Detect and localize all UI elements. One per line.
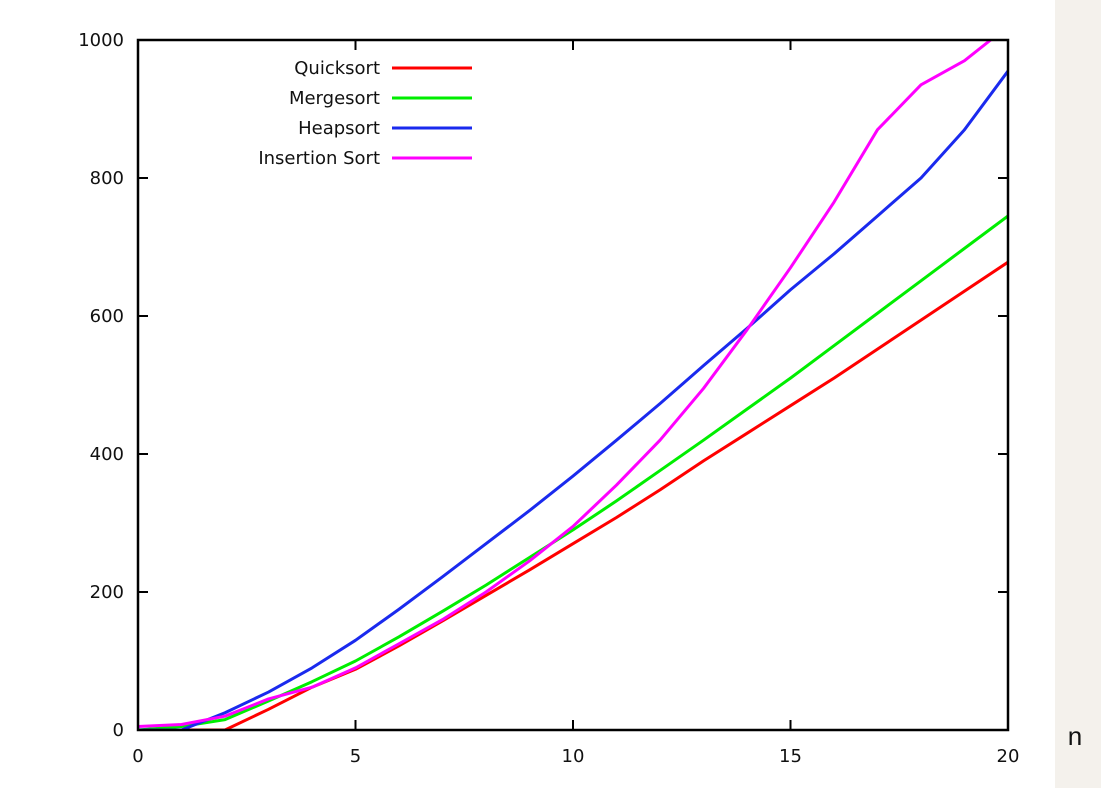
- x-tick-label: 5: [350, 746, 361, 767]
- legend-label: Mergesort: [289, 88, 380, 109]
- legend-label: Quicksort: [294, 58, 380, 79]
- series-line-insertion-sort: [138, 40, 993, 729]
- x-axis-label: n: [1068, 721, 1082, 751]
- y-tick-label: 400: [90, 444, 124, 465]
- y-tick-label: 1000: [78, 30, 124, 51]
- series-line-heapsort: [138, 69, 1008, 730]
- y-tick-label: 200: [90, 582, 124, 603]
- x-tick-label: 15: [779, 746, 802, 767]
- series-layer: [138, 40, 1008, 730]
- legend-label: Heapsort: [298, 118, 380, 139]
- x-tick-label: 20: [997, 746, 1020, 767]
- legend: Quicksort Mergesort Heapsort Insertion Sort: [258, 58, 472, 169]
- plot-frame-background: [0, 0, 1055, 788]
- x-tick-label: 0: [132, 746, 143, 767]
- y-tick-label: 800: [90, 168, 124, 189]
- x-tick-label: 10: [562, 746, 585, 767]
- legend-label: Insertion Sort: [258, 148, 380, 169]
- y-tick-label: 0: [113, 720, 124, 741]
- y-tick-label: 600: [90, 306, 124, 327]
- series-line-quicksort: [138, 260, 1008, 730]
